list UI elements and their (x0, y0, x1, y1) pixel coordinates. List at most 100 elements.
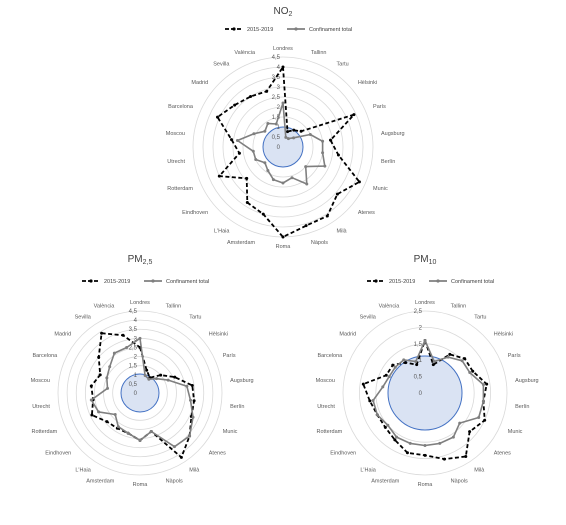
axis-tick-label: 3 (134, 336, 138, 342)
series-2-point (113, 412, 117, 416)
category-label: Augsburg (230, 378, 254, 384)
category-label: Milà (337, 228, 348, 234)
series-2-point (149, 429, 153, 433)
category-label: Utrecht (32, 404, 50, 410)
category-label: Munic (373, 186, 388, 192)
category-label: Tallinn (451, 304, 467, 310)
category-label: Roma (418, 482, 434, 488)
series-2-point (172, 445, 176, 449)
series-1-point (352, 113, 356, 117)
category-label: Hèlsinki (358, 80, 377, 86)
series-1-point (299, 129, 303, 133)
series-1-point (368, 399, 372, 403)
chart-title-subscript: 2,5 (143, 259, 153, 266)
chart-title: PM2,5 (128, 254, 153, 266)
category-label: Tallinn (311, 50, 327, 56)
category-label: París (223, 353, 236, 359)
series-1-point (415, 363, 419, 367)
series-1-point (471, 369, 475, 373)
series-1-point (190, 383, 194, 387)
series-1-point (464, 454, 468, 458)
axis-tick-label: 2,5 (129, 345, 138, 351)
grid-ring (375, 343, 475, 443)
series-1-point (230, 138, 234, 142)
chart-title-main: NO (274, 6, 289, 17)
legend-marker-series-1 (374, 279, 378, 283)
series-1-point (249, 95, 253, 99)
category-label: París (508, 353, 521, 359)
series-1-point (286, 130, 290, 134)
legend-marker-series-1 (232, 27, 236, 31)
series-2-point (381, 385, 385, 389)
category-label: Barcelona (168, 104, 194, 110)
series-1-point (237, 151, 241, 155)
chart-title: NO2 (274, 6, 293, 18)
category-label: Londres (130, 300, 150, 306)
category-label: Berlín (230, 404, 244, 410)
axis-tick-label: 4,5 (272, 55, 281, 61)
series-1-point (361, 382, 365, 386)
axis-tick-label: 3,5 (272, 75, 281, 81)
series-2-point (143, 374, 147, 378)
series-2-point (477, 416, 481, 420)
series-2-point (89, 398, 93, 402)
series-2-point (292, 136, 296, 140)
series-2-point (402, 358, 406, 362)
legend-label-series-2: Confinament total (166, 279, 209, 285)
series-1-point (304, 224, 308, 228)
series-2-point (308, 133, 312, 137)
grid-ring (342, 310, 508, 476)
category-label: Roma (133, 482, 149, 488)
series-1-point (98, 373, 102, 377)
series-2-point (97, 410, 101, 414)
series-1-point (261, 212, 265, 216)
category-label: Milà (189, 468, 200, 474)
category-label: Barcelona (317, 353, 343, 359)
series-2-point (371, 398, 375, 402)
category-label: Atenes (358, 210, 375, 216)
axis-tick-label: 0 (134, 391, 138, 397)
axis-tick-label: 0,5 (129, 382, 138, 388)
grid-ring (103, 356, 177, 430)
chart-title-main: PM (414, 254, 429, 265)
series-1-point (192, 399, 196, 403)
axis-tick-label: 0,5 (414, 375, 423, 381)
reference-disk (262, 126, 304, 168)
category-label: Londres (273, 46, 293, 52)
series-2-point (321, 151, 325, 155)
series-1-point (105, 420, 109, 424)
category-label: Roma (276, 244, 292, 250)
series-1-point (265, 89, 269, 93)
axis-tick-label: 3,5 (129, 327, 138, 333)
legend-label-series-1: 2015-2019 (104, 279, 130, 285)
axis-tick-label: 3 (277, 85, 281, 91)
axis-tick-label: 2 (419, 325, 423, 331)
chart-title-subscript: 10 (429, 259, 437, 266)
series-1-point (485, 382, 489, 386)
category-label: L'Haia (360, 468, 376, 474)
series-2-point (263, 161, 267, 165)
series-2-point (393, 365, 397, 369)
category-label: Londres (415, 300, 435, 306)
series-2-point (408, 441, 412, 445)
chart-title-subscript: 2 (289, 11, 293, 18)
series-2-point (304, 165, 308, 169)
reference-disk (387, 355, 463, 431)
series-2-point (375, 413, 379, 417)
series-1-point (292, 128, 296, 132)
series-1-point (403, 361, 407, 365)
category-label: Eindhoven (182, 210, 208, 216)
category-label: Atenes (494, 451, 511, 457)
series-2-point (481, 383, 485, 387)
grid-ring (66, 319, 214, 467)
series-2-point (266, 169, 270, 173)
series-2-point (155, 377, 159, 381)
series-2-point (251, 149, 255, 153)
category-label: Madrid (54, 331, 71, 337)
category-label: Moscou (316, 378, 335, 384)
category-label: Augsburg (515, 378, 539, 384)
axis-tick-label: 0,5 (272, 135, 281, 141)
axis-tick-label: 0 (277, 145, 281, 151)
series-1-point (383, 425, 387, 429)
